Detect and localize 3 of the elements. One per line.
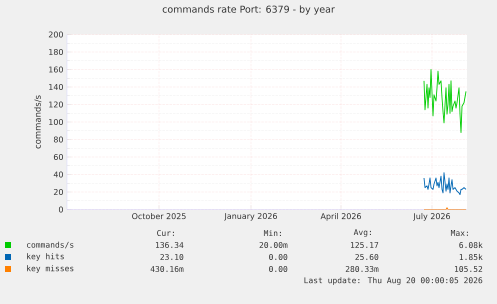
y-axis-title: commands/s [34, 95, 42, 148]
line-series [424, 69, 466, 133]
chart-title: commands rate Port: 6379 - by year [162, 5, 335, 15]
